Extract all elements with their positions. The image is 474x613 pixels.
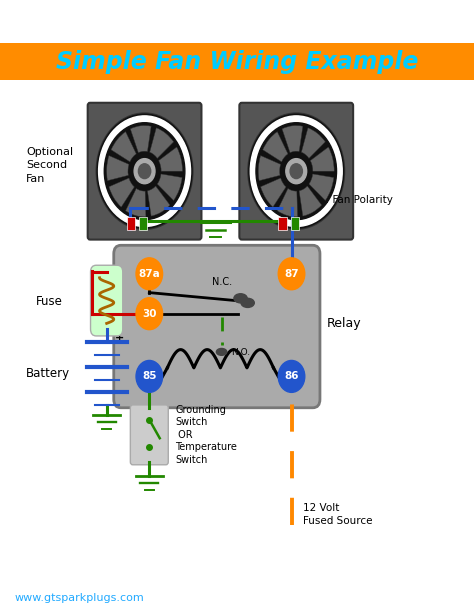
Text: Relay: Relay — [327, 317, 362, 330]
Circle shape — [249, 114, 344, 228]
FancyBboxPatch shape — [88, 103, 201, 240]
Text: 86: 86 — [284, 371, 299, 381]
Wedge shape — [109, 178, 134, 207]
Text: 30: 30 — [142, 309, 156, 319]
Wedge shape — [126, 188, 146, 217]
Circle shape — [136, 360, 163, 392]
Circle shape — [278, 360, 305, 392]
Circle shape — [278, 258, 305, 290]
Circle shape — [96, 113, 193, 229]
Circle shape — [138, 164, 151, 178]
Text: Fuse: Fuse — [36, 295, 63, 308]
Text: N.O.: N.O. — [231, 348, 250, 357]
Wedge shape — [277, 188, 298, 217]
FancyBboxPatch shape — [91, 265, 123, 336]
Text: 12 Volt
Fused Source: 12 Volt Fused Source — [303, 503, 373, 525]
Bar — [278, 218, 287, 230]
Circle shape — [290, 164, 302, 178]
Circle shape — [256, 123, 337, 219]
Circle shape — [134, 159, 155, 184]
Wedge shape — [159, 147, 182, 171]
Wedge shape — [282, 126, 303, 153]
Circle shape — [97, 114, 192, 228]
Bar — [139, 218, 147, 230]
Text: N.C.: N.C. — [211, 277, 232, 287]
Ellipse shape — [216, 348, 227, 356]
Wedge shape — [157, 174, 182, 200]
Wedge shape — [309, 174, 334, 200]
Circle shape — [99, 116, 191, 226]
Wedge shape — [107, 156, 129, 181]
Text: 85: 85 — [142, 371, 156, 381]
Bar — [0, 43, 474, 80]
Wedge shape — [299, 186, 322, 216]
Wedge shape — [147, 186, 170, 216]
Text: Note: Fan Polarity: Note: Fan Polarity — [301, 195, 393, 205]
Wedge shape — [111, 132, 136, 162]
Wedge shape — [263, 132, 288, 162]
Wedge shape — [258, 156, 281, 181]
Text: Grounding
Switch
 OR
Temperature
Switch: Grounding Switch OR Temperature Switch — [175, 405, 237, 465]
Text: Optional
Second
Fan: Optional Second Fan — [26, 147, 73, 184]
Circle shape — [104, 123, 185, 219]
Ellipse shape — [234, 294, 247, 303]
Text: 87: 87 — [284, 268, 299, 279]
Text: +: + — [115, 333, 125, 343]
Bar — [127, 218, 135, 230]
Circle shape — [248, 113, 345, 229]
Circle shape — [136, 258, 163, 290]
Text: Battery: Battery — [26, 367, 70, 380]
Bar — [291, 218, 299, 230]
Circle shape — [136, 298, 163, 330]
Circle shape — [286, 159, 307, 184]
Wedge shape — [301, 128, 325, 158]
Wedge shape — [261, 178, 286, 207]
Wedge shape — [310, 147, 334, 171]
FancyBboxPatch shape — [130, 405, 168, 465]
Text: www.gtsparkplugs.com: www.gtsparkplugs.com — [14, 593, 144, 603]
FancyBboxPatch shape — [114, 245, 320, 408]
Wedge shape — [130, 126, 151, 153]
Text: 87a: 87a — [138, 268, 160, 279]
Text: Simple Fan Wiring Example: Simple Fan Wiring Example — [56, 50, 418, 74]
Ellipse shape — [241, 299, 254, 308]
Wedge shape — [150, 128, 173, 158]
Circle shape — [250, 116, 342, 226]
FancyBboxPatch shape — [239, 103, 353, 240]
